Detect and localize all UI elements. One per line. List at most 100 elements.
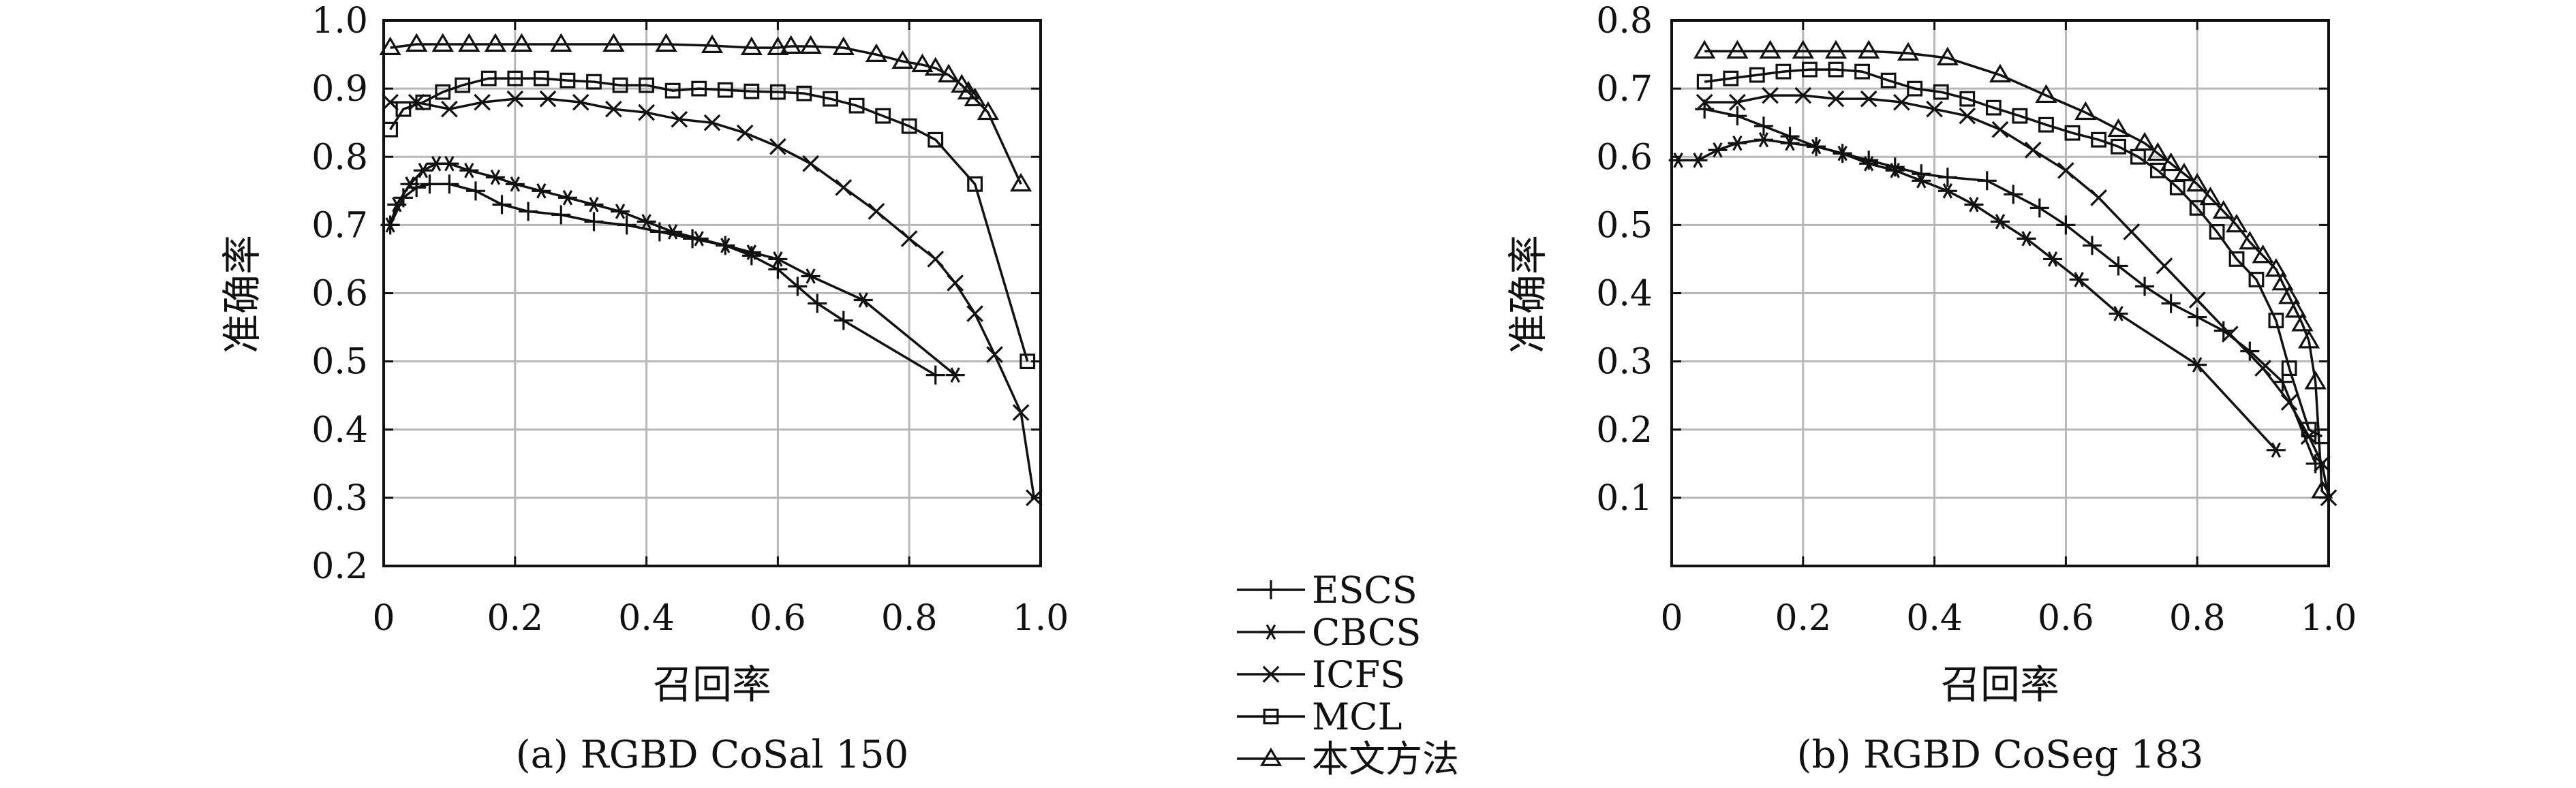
data-point-asterisk — [1807, 138, 1826, 155]
x-tick-label: 0 — [1660, 598, 1683, 639]
data-point-cross — [605, 100, 622, 118]
data-point-cross — [2314, 455, 2331, 473]
data-point-square — [743, 83, 760, 99]
data-point-cross — [1991, 121, 2009, 138]
data-point-cross — [1026, 489, 1043, 507]
x-tick-label: 0.4 — [1906, 598, 1963, 639]
data-point-square — [1828, 61, 1844, 78]
data-point-asterisk — [485, 170, 505, 185]
legend-marker-triangle — [1259, 747, 1283, 766]
data-point-cross — [539, 90, 557, 108]
data-point-asterisk — [663, 224, 683, 240]
data-point-plus — [768, 259, 788, 279]
data-point-triangle — [2225, 213, 2248, 233]
data-point-cross — [474, 93, 491, 111]
data-point-triangle — [740, 36, 763, 55]
data-point-plus — [2240, 341, 2260, 361]
data-point-asterisk — [611, 204, 630, 219]
data-point-triangle — [911, 53, 934, 72]
data-point-cross — [638, 104, 655, 121]
data-point-cross — [802, 155, 819, 172]
data-point-asterisk — [1937, 183, 1957, 199]
data-point-asterisk — [1708, 142, 1728, 158]
data-point-asterisk — [1728, 135, 1747, 151]
data-point-square — [1854, 63, 1870, 80]
data-point-cross — [1860, 90, 1877, 108]
data-point-cross — [835, 178, 853, 196]
data-point-plus — [519, 202, 538, 221]
data-point-plus — [584, 212, 604, 232]
data-point-cross — [2222, 326, 2239, 343]
data-point-asterisk — [689, 231, 709, 247]
legend-label: 本文方法 — [1312, 738, 1459, 781]
data-point-triangle — [2074, 101, 2097, 121]
legend-marker-plus — [1261, 580, 1281, 599]
y-tick-label: 0.7 — [311, 205, 368, 246]
data-point-triangle — [865, 43, 888, 62]
data-point-square — [967, 176, 983, 192]
data-point-triangle — [1792, 40, 1814, 59]
series-line-cross — [1704, 94, 2330, 499]
data-point-cross — [703, 114, 721, 131]
data-point-cross — [736, 124, 754, 142]
data-point-cross — [1729, 93, 1746, 111]
series-line-cross — [390, 97, 1036, 499]
data-point-triangle — [2291, 313, 2314, 332]
data-point-square — [1802, 61, 1818, 78]
data-point-triangle — [1726, 40, 1749, 59]
legend-item: 本文方法 — [1237, 738, 1459, 781]
x-tick-label: 0 — [372, 598, 395, 639]
data-point-triangle — [550, 33, 572, 52]
data-point-triangle — [2212, 200, 2235, 219]
data-point-asterisk — [1885, 163, 1905, 178]
chart-b-y-tick-labels: 0.1 0.2 0.3 0.4 0.5 0.6 0.7 0.8 — [1596, 1, 1653, 519]
data-point-square — [1985, 99, 2002, 116]
data-point-asterisk — [853, 292, 873, 308]
data-point-triangle — [2160, 152, 2182, 172]
data-point-triangle — [799, 35, 822, 54]
data-point-triangle — [2147, 142, 2169, 161]
y-tick-label: 0.6 — [1596, 137, 1653, 178]
data-point-plus — [2161, 294, 2181, 313]
data-point-plus — [551, 205, 571, 225]
data-point-square — [2268, 313, 2284, 328]
legend-label: CBCS — [1312, 611, 1421, 654]
series-line-triangle — [390, 43, 1022, 185]
data-point-plus — [788, 277, 808, 296]
data-point-cross — [671, 110, 688, 128]
data-point-cross — [986, 346, 1003, 363]
data-point-cross — [382, 93, 399, 111]
data-point-square — [2248, 272, 2265, 287]
data-point-square — [1880, 72, 1897, 89]
x-tick-label: 0.2 — [1775, 598, 1831, 639]
data-point-square — [435, 84, 451, 100]
chart-b-xlabel: 召回率 — [1941, 661, 2059, 708]
data-point-triangle — [431, 33, 454, 52]
series-line-square — [389, 77, 1029, 362]
data-point-asterisk — [741, 245, 761, 260]
data-point-asterisk — [387, 197, 407, 212]
data-point-asterisk — [1688, 152, 1708, 168]
data-point-square — [2111, 138, 2126, 155]
chart-b-frame — [1670, 19, 2330, 567]
data-point-triangle — [2107, 118, 2130, 138]
data-point-asterisk — [637, 214, 656, 230]
data-point-triangle — [2265, 258, 2287, 277]
y-tick-label: 0.7 — [1596, 69, 1653, 110]
chart-b-x-tick-labels: 0 0.2 0.4 0.6 0.8 1.0 — [1660, 598, 2357, 639]
x-tick-label: 0.2 — [487, 598, 543, 639]
data-point-cross — [1893, 93, 1910, 111]
data-point-plus — [2056, 215, 2076, 235]
data-point-cross — [1959, 107, 1976, 125]
data-point-cross — [2254, 360, 2271, 377]
data-point-asterisk — [400, 176, 420, 192]
data-point-square — [2064, 125, 2081, 141]
data-point-square — [1959, 91, 1976, 107]
data-point-cross — [2024, 141, 2042, 159]
data-point-square — [533, 70, 549, 86]
data-point-plus — [1728, 106, 1747, 126]
data-point-square — [2189, 200, 2205, 216]
data-point-triangle — [510, 33, 533, 52]
data-point-cross — [927, 251, 945, 268]
data-point-square — [2038, 116, 2054, 133]
